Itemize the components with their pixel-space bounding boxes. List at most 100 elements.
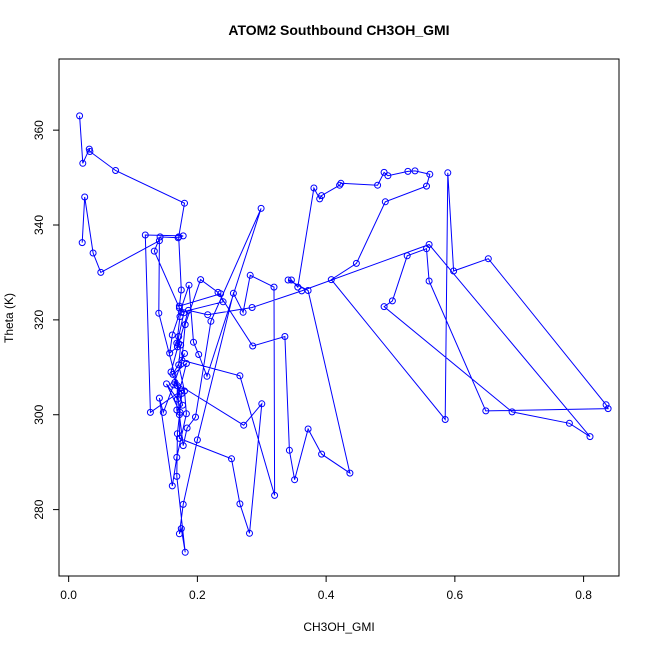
data-point (425, 277, 433, 285)
data-point (175, 361, 183, 369)
data-point (441, 416, 449, 423)
data-point (281, 333, 289, 340)
data-point (76, 112, 84, 120)
data-point (508, 408, 516, 416)
y-tick-label: 360 (32, 120, 46, 140)
data-point (246, 271, 254, 279)
data-point (239, 308, 247, 316)
data-point (197, 276, 205, 284)
data-point (403, 252, 411, 260)
data-point (173, 343, 181, 351)
data-point (166, 349, 174, 357)
data-point (384, 172, 392, 180)
data-point (173, 430, 181, 438)
data-point (176, 313, 184, 321)
data-point (182, 410, 190, 418)
data-point (175, 340, 183, 348)
data-point (604, 405, 612, 413)
data-point (179, 401, 187, 409)
data-point (444, 169, 452, 177)
data-point (190, 338, 197, 346)
data-point (482, 407, 490, 415)
data-point (175, 304, 183, 312)
data-point (167, 368, 175, 376)
data-point (236, 500, 244, 508)
data-point (175, 530, 183, 538)
data-point (426, 170, 434, 178)
data-point (173, 472, 181, 480)
data-point (193, 436, 201, 444)
data-point (310, 184, 318, 192)
data-point (156, 233, 164, 241)
data-point (163, 380, 170, 388)
data-point (318, 192, 326, 200)
data-point (284, 276, 292, 284)
data-point (249, 342, 257, 350)
data-point (192, 413, 199, 421)
data-point (178, 356, 186, 364)
data-point (181, 350, 188, 357)
y-axis: 280 300 320 340 360 (32, 120, 59, 520)
data-point (271, 491, 279, 499)
data-point (285, 446, 293, 454)
x-tick-label: 0.2 (189, 588, 206, 602)
data-point (404, 167, 412, 175)
data-point (228, 455, 235, 463)
data-point (484, 255, 492, 263)
data-point (327, 276, 335, 284)
data-point (204, 311, 212, 319)
data-point (183, 424, 191, 432)
data-point (236, 372, 244, 380)
series-points (76, 112, 612, 556)
data-point (411, 167, 419, 175)
data-point (168, 482, 176, 490)
data-point (425, 241, 433, 248)
data-point (175, 302, 183, 310)
data-point (159, 408, 167, 416)
y-tick-label: 280 (32, 499, 46, 519)
data-point (352, 259, 360, 267)
data-point (246, 529, 253, 537)
data-point (179, 500, 187, 508)
data-point (175, 434, 183, 442)
data-point (336, 181, 344, 189)
x-tick-label: 0.6 (447, 588, 464, 602)
data-point (150, 247, 158, 255)
data-point (180, 309, 188, 317)
data-point (182, 360, 190, 367)
data-point (388, 297, 396, 305)
data-point (175, 333, 183, 340)
data-point (602, 401, 610, 409)
data-point (173, 453, 181, 461)
data-point (214, 288, 222, 296)
x-tick-label: 0.0 (60, 588, 77, 602)
y-tick-label: 340 (32, 215, 46, 235)
x-tick-label: 0.4 (318, 588, 335, 602)
data-point (177, 308, 185, 316)
data-point (112, 167, 120, 174)
data-point (304, 425, 312, 433)
data-point (337, 179, 345, 187)
data-point (207, 317, 215, 325)
data-point (298, 287, 306, 295)
data-point (146, 408, 154, 416)
x-tick-label: 0.8 (575, 588, 592, 602)
data-point (79, 159, 87, 167)
y-axis-label: Theta (K) (2, 293, 16, 343)
data-point (423, 182, 430, 190)
data-point (257, 204, 265, 212)
data-point (291, 476, 299, 484)
data-point (195, 351, 203, 358)
data-point (318, 450, 326, 458)
data-point (248, 304, 256, 311)
data-point (287, 276, 295, 284)
data-point (258, 400, 266, 408)
data-point (294, 283, 302, 291)
data-point (374, 181, 382, 189)
data-point (168, 331, 176, 339)
data-point (155, 394, 163, 402)
data-point (78, 239, 86, 247)
data-point (346, 469, 354, 477)
